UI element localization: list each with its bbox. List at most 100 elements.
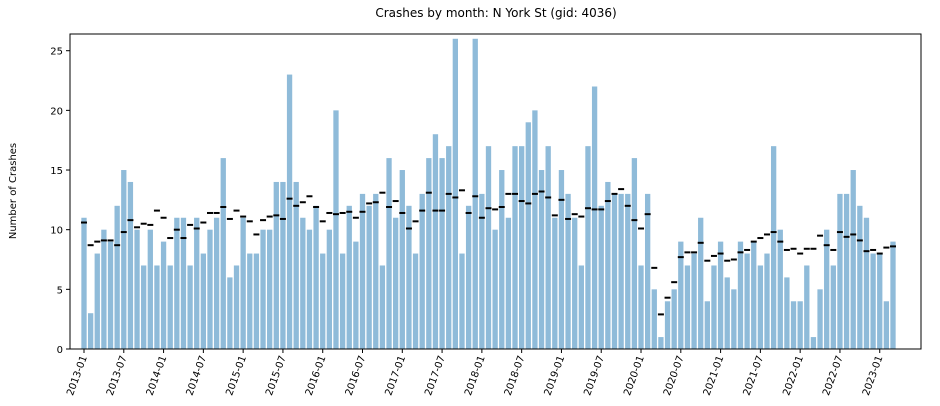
bar [737,241,744,349]
bar [479,193,485,349]
bar [167,265,173,349]
bar [326,229,333,349]
bar [850,170,856,349]
bar [804,265,810,349]
bar [432,134,439,349]
bar [194,217,200,349]
bar [857,205,863,349]
bar [459,253,465,349]
bar [134,229,140,349]
bar [877,253,883,349]
bar [253,253,260,349]
bar [492,229,498,349]
bar [505,217,512,349]
bar [121,170,127,349]
bar [419,193,425,349]
bar [187,265,193,349]
bar [247,253,253,349]
y-tick-label: 5 [57,285,63,296]
bar [790,301,797,349]
bar [426,158,432,349]
bar [638,265,644,349]
bar [698,217,704,349]
bar [532,110,538,349]
bar [306,229,313,349]
bar [160,241,167,349]
bar [233,265,240,349]
bar [770,146,777,349]
bar [817,289,823,349]
bar [863,217,870,349]
bar [446,146,452,349]
bar [339,253,346,349]
bar [499,170,505,349]
bar [353,241,359,349]
bar [777,229,783,349]
bar [220,158,226,349]
bar [359,193,366,349]
bar [651,289,657,349]
bar [293,181,299,349]
bar [731,289,737,349]
bar [472,38,478,349]
bar [598,205,604,349]
bar [465,205,472,349]
bar [300,217,306,349]
bar [552,217,558,349]
bar [578,265,584,349]
bar [213,217,220,349]
bar [180,217,187,349]
bar [631,158,638,349]
bar [572,217,578,349]
bar [890,241,896,349]
bar [87,313,94,349]
y-tick-label: 0 [57,345,63,356]
bar [260,229,266,349]
bar [757,265,764,349]
bar [784,277,790,349]
bar [711,265,717,349]
bar [439,158,445,349]
bar [280,181,286,349]
bar [605,181,611,349]
y-tick-label: 20 [50,106,63,117]
bar [399,170,405,349]
bar [379,265,386,349]
bar [207,229,213,349]
bar [751,241,757,349]
bar [174,217,180,349]
bar [227,277,233,349]
bar [870,253,876,349]
bar [333,110,339,349]
bar [412,253,419,349]
bar [797,301,803,349]
bar [618,193,624,349]
bar [538,170,545,349]
bar [684,265,691,349]
bar [519,146,525,349]
bar [286,74,293,350]
y-tick-label: 15 [50,166,63,177]
bar [81,217,87,349]
bar [485,146,492,349]
bar [525,122,531,349]
y-tick-label: 25 [50,47,63,58]
bar [724,277,730,349]
bar [704,301,710,349]
bar [691,253,697,349]
bar [611,193,618,349]
bar [154,265,160,349]
bar [658,337,664,349]
bar [545,146,551,349]
bar [101,229,107,349]
bar [591,86,598,349]
bar [625,193,631,349]
bar [565,193,571,349]
bar [512,146,518,349]
bar [452,38,458,349]
bar [114,205,120,349]
bar [200,253,207,349]
bar [393,217,399,349]
bar [810,337,817,349]
